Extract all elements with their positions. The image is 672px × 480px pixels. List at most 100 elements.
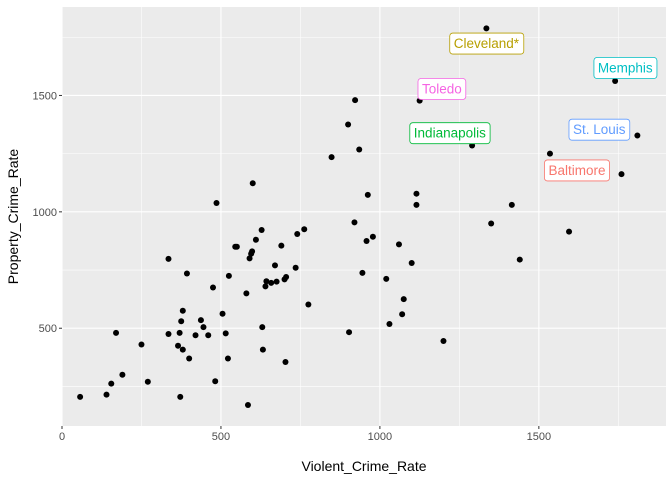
data-point <box>233 243 240 250</box>
data-point <box>273 278 280 285</box>
data-point <box>246 255 253 262</box>
data-point <box>200 324 207 331</box>
data-point <box>258 227 265 234</box>
x-tick-label: 1000 <box>368 431 392 443</box>
data-point <box>119 371 126 378</box>
city-label: Cleveland* <box>449 32 525 55</box>
city-label-box <box>593 57 658 79</box>
data-point <box>278 242 285 249</box>
data-point <box>351 219 358 226</box>
data-point <box>138 341 145 348</box>
plot-panel <box>62 7 666 426</box>
data-point <box>222 330 229 337</box>
city-label-box <box>409 122 491 145</box>
data-point <box>508 201 515 208</box>
x-axis-title: Violent_Crime_Rate <box>301 458 426 474</box>
data-points <box>77 25 641 409</box>
data-point <box>178 318 185 325</box>
data-point <box>259 324 266 331</box>
data-point <box>249 248 256 255</box>
data-point <box>488 220 495 227</box>
data-point <box>165 331 172 338</box>
data-point <box>219 310 226 317</box>
data-point <box>618 171 625 178</box>
data-point <box>282 358 289 365</box>
data-point <box>359 269 366 276</box>
data-point <box>179 307 186 314</box>
data-point <box>546 150 553 157</box>
city-label-text: Memphis <box>598 61 653 76</box>
data-point <box>186 355 193 362</box>
x-tick-label: 1500 <box>527 431 551 443</box>
data-point <box>305 301 312 308</box>
data-point <box>175 342 182 349</box>
data-point <box>77 393 84 400</box>
data-point <box>268 279 275 286</box>
data-point <box>283 274 290 281</box>
x-tick-label: 500 <box>212 431 230 443</box>
city-label-box <box>568 118 631 141</box>
data-point <box>213 199 220 206</box>
data-point <box>612 78 619 85</box>
data-point <box>263 278 270 285</box>
data-point <box>212 378 219 385</box>
city-label: St. Louis <box>568 118 631 141</box>
data-point <box>103 391 110 398</box>
data-point <box>243 290 250 297</box>
data-point <box>634 132 641 139</box>
data-point <box>108 380 115 387</box>
city-label: Toledo <box>417 78 467 100</box>
data-point <box>165 255 172 262</box>
city-label: Indianapolis <box>409 122 491 145</box>
city-label-text: Toledo <box>422 81 462 96</box>
city-label-text: Indianapolis <box>414 126 486 141</box>
data-point <box>346 329 353 336</box>
y-axis-title: Property_Crime_Rate <box>5 149 21 285</box>
data-point <box>383 275 390 282</box>
data-point <box>408 260 415 267</box>
x-tick-label: 0 <box>59 431 65 443</box>
data-point <box>183 270 190 277</box>
data-point <box>225 272 232 279</box>
y-tick-label: 500 <box>39 323 57 335</box>
major-gridlines <box>61 7 666 426</box>
data-point <box>345 121 352 128</box>
city-label-text: Cleveland* <box>454 36 520 51</box>
data-point <box>386 321 393 328</box>
data-point <box>400 296 407 303</box>
data-point <box>363 237 370 244</box>
data-point <box>259 346 266 353</box>
data-point <box>179 346 186 353</box>
data-point <box>413 201 420 208</box>
city-label-text: Baltimore <box>548 163 605 178</box>
data-point <box>440 338 447 345</box>
data-point <box>399 311 406 318</box>
data-point <box>262 283 269 290</box>
data-point <box>516 256 523 263</box>
y-tick-label: 1000 <box>33 207 57 219</box>
data-point <box>249 180 256 187</box>
data-point <box>356 146 363 153</box>
city-label-text: St. Louis <box>573 122 626 137</box>
data-point <box>252 236 259 243</box>
city-label-box <box>544 159 610 182</box>
city-label: Baltimore <box>544 159 610 182</box>
data-point <box>369 233 376 240</box>
data-point <box>205 332 212 339</box>
data-point <box>292 264 299 271</box>
data-point <box>113 329 120 336</box>
x-axis-ticks: 0 500 1000 1500 <box>59 426 551 443</box>
data-point <box>294 230 301 237</box>
y-tick-label: 1500 <box>33 90 57 102</box>
city-labels: Cleveland* Toledo Memphis Indianapolis St. L… <box>409 32 658 182</box>
data-point <box>197 317 204 324</box>
data-point <box>192 332 199 339</box>
data-point <box>352 97 359 104</box>
data-point <box>244 402 251 409</box>
data-point <box>224 355 231 362</box>
data-point <box>364 191 371 198</box>
data-point <box>301 226 308 233</box>
city-label-box <box>417 78 467 100</box>
data-point <box>176 329 183 336</box>
